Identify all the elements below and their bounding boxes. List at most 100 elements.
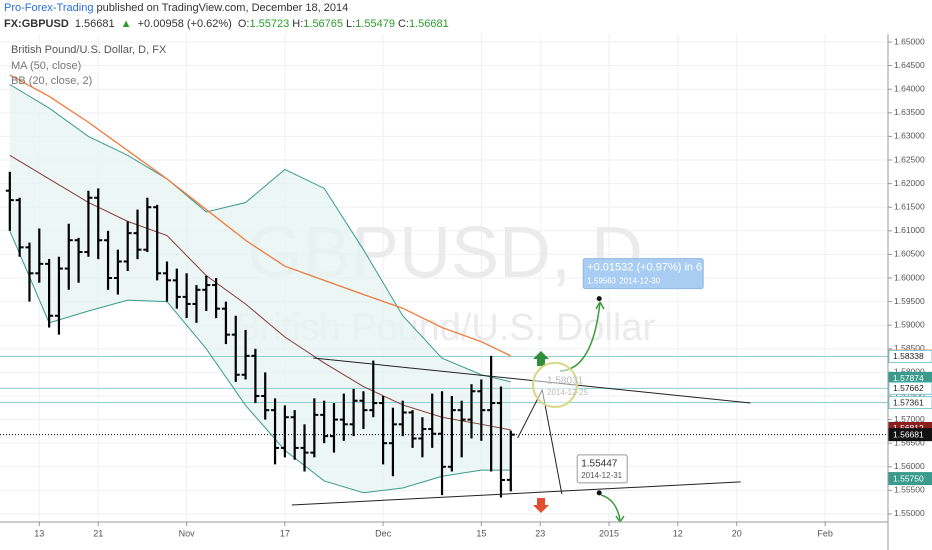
price-tag-label: 1.56681	[893, 429, 924, 439]
y-tick-label: 1.63500	[894, 107, 925, 117]
ohlc-bar	[182, 273, 191, 319]
projection-box	[582, 258, 704, 290]
series-title: British Pound/U.S. Dollar, D, FX	[11, 44, 167, 56]
price-axis	[888, 34, 932, 550]
band-fill	[9, 84, 511, 493]
ohlc-bar	[329, 403, 338, 453]
x-tick-label: 20	[732, 528, 742, 538]
trend-line	[313, 357, 751, 404]
ohlc-bar	[45, 259, 54, 328]
ohlc-bar	[231, 315, 240, 382]
moving-average	[9, 74, 512, 357]
price-tag-label: 1.55750	[893, 473, 924, 483]
projection-price: 1.58031	[547, 376, 584, 387]
x-tick-label: Feb	[817, 528, 833, 538]
ohlc-bar	[310, 398, 319, 458]
ohlc-bar	[64, 223, 73, 290]
projection-date: 2014-12-31	[581, 471, 622, 480]
x-tick-label: 12	[673, 528, 683, 538]
projection-change: +0.01532 (+0.97%) in 6 d	[587, 262, 711, 274]
change-arrow: ▲	[120, 18, 132, 30]
x-tick-label: 2015	[599, 528, 619, 538]
band-basis	[9, 154, 511, 431]
ohlc-bar	[261, 372, 270, 420]
ohlc-bar	[457, 400, 466, 458]
price-tag	[888, 428, 932, 442]
band-line	[9, 84, 511, 383]
indicator-legend: MA (50, close)	[11, 60, 81, 72]
ohlc-bar	[123, 221, 132, 271]
y-tick-label: 1.56500	[894, 437, 925, 447]
ohlc-bar	[54, 256, 63, 335]
price-tag-label: 1.57662	[893, 383, 924, 393]
x-tick-label: 13	[34, 528, 44, 538]
price-tag-label: 1.58338	[893, 351, 924, 361]
projection-date: 2014-12-25	[547, 388, 588, 397]
y-tick-label: 1.64500	[894, 60, 925, 70]
ohlc-bar	[418, 417, 427, 458]
projection-price: 1.55447	[581, 459, 618, 470]
ohlc-bar	[447, 395, 456, 472]
ohlc-bar	[398, 400, 407, 437]
ohlc-value: 1.56765	[303, 18, 344, 30]
y-tick-label: 1.55000	[894, 508, 925, 518]
indicator-legend: BB (20, close, 2)	[11, 75, 92, 87]
ohlc-bar	[369, 360, 378, 418]
ohlc-bar	[133, 209, 142, 260]
ohlc-bar	[5, 171, 14, 231]
ohlc-bar	[408, 410, 417, 448]
y-tick-label: 1.57000	[894, 414, 925, 424]
ohlc-bar	[202, 275, 211, 312]
header: Pro-Forex-Trading published on TradingVie…	[0, 0, 932, 34]
x-tick-label: 23	[535, 528, 545, 538]
ohlc-bar	[172, 268, 181, 309]
ohlc-bar	[428, 393, 437, 448]
published: published on TradingView.com, December 1…	[96, 2, 349, 14]
ohlc-bar	[379, 395, 388, 465]
y-tick-label: 1.63000	[894, 131, 925, 141]
arrow-head	[615, 515, 625, 523]
ohlc-bar	[84, 190, 93, 257]
author[interactable]: Pro-Forex-Trading	[4, 2, 94, 14]
trend-line	[291, 481, 741, 506]
projection-box	[576, 454, 628, 484]
x-tick-label: Dec	[375, 528, 392, 538]
x-tick-label: 17	[280, 528, 290, 538]
price-tag	[888, 349, 932, 363]
ohlc-bar	[104, 230, 113, 290]
ohlc-bar	[320, 400, 329, 444]
y-tick-label: 1.58000	[894, 367, 925, 377]
ohlc-bar	[388, 407, 397, 477]
ohlc-bar	[339, 393, 348, 441]
ohlc-label: H:	[292, 18, 304, 30]
ohlc-bar	[25, 242, 34, 302]
ohlc-value: 1.55723	[249, 18, 290, 30]
publish-line: Pro-Forex-Trading published on TradingVie…	[4, 2, 351, 14]
symbol-line: FX:GBPUSD 1.56681 ▲ +0.00958 (+0.62%) O:…	[4, 18, 452, 30]
buy-arrow	[533, 351, 549, 366]
ohlc-bar	[113, 249, 122, 295]
ohlc-bar	[506, 430, 515, 492]
last-price: 1.56681	[74, 18, 115, 30]
y-tick-label: 1.58500	[894, 343, 925, 353]
ohlc-bar	[300, 424, 309, 472]
y-tick-label: 1.60000	[894, 272, 925, 282]
ohlc-bar	[241, 329, 250, 380]
ohlc-bar	[153, 204, 162, 281]
y-tick-label: 1.62000	[894, 178, 925, 188]
ohlc-bar	[271, 398, 280, 465]
overlay: +0.01532 (+0.97%) in 6 d1.59563 2014-12-3…	[532, 258, 711, 523]
ohlc-bar	[496, 386, 505, 498]
change: +0.00958 (+0.62%)	[137, 18, 232, 30]
ohlc-bar	[212, 278, 221, 319]
ohlc-label: C:	[397, 18, 409, 30]
ohlc-bar	[162, 261, 171, 302]
projection-date: 2014-12-30	[619, 277, 660, 286]
ohlc-bar	[438, 391, 447, 496]
y-tick-label: 1.62500	[894, 154, 925, 164]
y-tick-label: 1.59500	[894, 296, 925, 306]
ohlc-bar	[94, 188, 103, 260]
band-line	[9, 230, 511, 494]
